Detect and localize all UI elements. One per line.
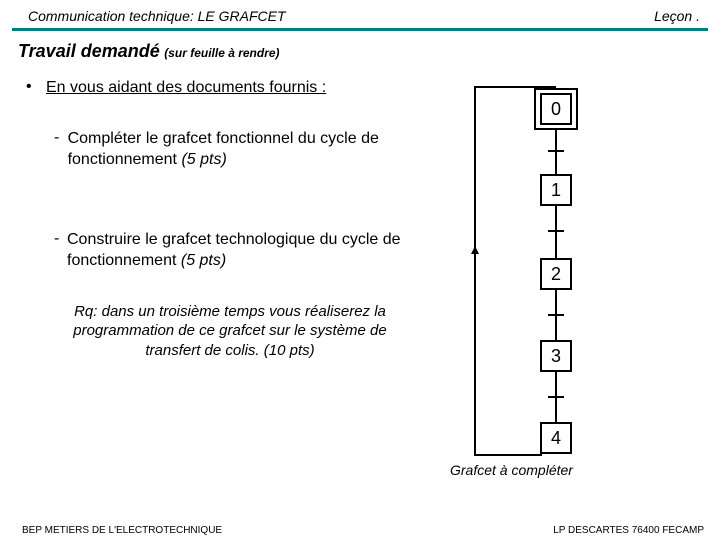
bullet-text: En vous aidant des documents fournis :: [46, 78, 326, 99]
task-1-points: (5 pts): [181, 151, 226, 168]
section-heading: Travail demandé (sur feuille à rendre): [0, 37, 720, 70]
footer-left: BEP METIERS DE L'ELECTROTECHNIQUE: [22, 525, 222, 536]
dash-marker: -: [54, 230, 67, 272]
step-4-label: 4: [551, 428, 561, 449]
remark-body: Rq: dans un troisième temps vous réalise…: [73, 303, 386, 359]
step-2-label: 2: [551, 264, 561, 285]
loop-left-line: [474, 86, 476, 454]
header-right: Leçon .: [654, 8, 700, 24]
step-1: 1: [540, 174, 572, 206]
step-3: 3: [540, 340, 572, 372]
bullet-item: • En vous aidant des documents fournis :: [26, 78, 426, 99]
footer-right: LP DESCARTES 76400 FECAMP: [553, 525, 704, 536]
link-4-loop: [540, 438, 542, 456]
task-2: - Construire le grafcet technologique du…: [54, 230, 426, 272]
grafcet-diagram: 0 1 2 3 4: [450, 86, 680, 456]
section-title-sub: (sur feuille à rendre): [164, 46, 279, 60]
step-3-label: 3: [551, 346, 561, 367]
transition-3-4: [548, 396, 564, 398]
task-2-body: Construire le grafcet technologique du c…: [67, 231, 401, 269]
transition-1-2: [548, 230, 564, 232]
remark: Rq: dans un troisième temps vous réalise…: [44, 302, 416, 361]
step-0-label: 0: [551, 99, 561, 120]
step-4: 4: [540, 422, 572, 454]
header-rule: [12, 28, 708, 31]
diagram-caption: Grafcet à compléter: [450, 462, 573, 478]
remark-points: (10 pts): [264, 342, 315, 359]
task-1-text: Compléter le grafcet fonctionnel du cycl…: [68, 129, 426, 171]
dash-marker: -: [54, 129, 68, 171]
task-2-points: (5 pts): [181, 252, 226, 269]
step-0: 0: [540, 93, 572, 125]
header-left: Communication technique: LE GRAFCET: [28, 8, 286, 24]
task-1: - Compléter le grafcet fonctionnel du cy…: [54, 129, 426, 171]
instructions-column: • En vous aidant des documents fournis :…: [26, 70, 426, 360]
link-0-1: [555, 130, 557, 174]
loop-arrow-icon: [471, 246, 479, 254]
step-1-label: 1: [551, 180, 561, 201]
link-1-2: [555, 206, 557, 258]
transition-0-1: [548, 150, 564, 152]
loop-bottom-line: [474, 454, 542, 456]
section-title-main: Travail demandé: [18, 41, 160, 61]
transition-2-3: [548, 314, 564, 316]
bullet-marker: •: [26, 78, 46, 99]
step-2: 2: [540, 258, 572, 290]
task-2-text: Construire le grafcet technologique du c…: [67, 230, 426, 272]
